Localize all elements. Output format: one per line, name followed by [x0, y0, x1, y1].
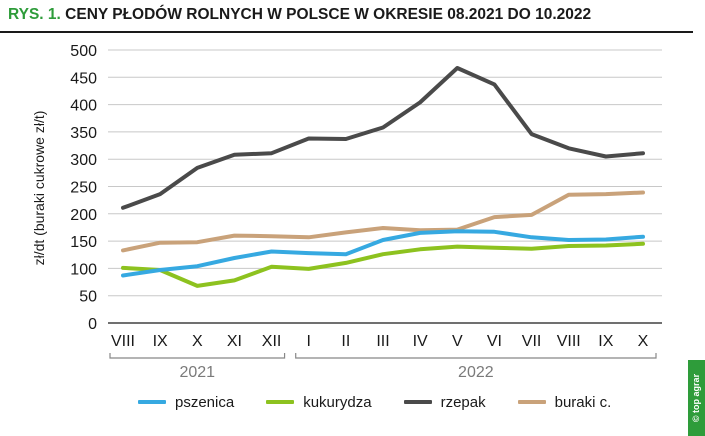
- chart-title: RYS. 1. CENY PŁODÓW ROLNYCH W POLSCE W O…: [8, 6, 591, 24]
- legend-item: rzepak: [403, 393, 486, 411]
- legend-swatch: [403, 400, 432, 404]
- legend-item: pszenica: [138, 394, 234, 411]
- y-tick-label: 100: [70, 261, 97, 278]
- top-agrar-logo: © top agrar: [688, 360, 705, 436]
- line-chart: 0 50 100 150 200 250 300 350 400 450 500 zł/dt (bu…: [31, 43, 662, 381]
- legend-item: buraki c.: [517, 393, 612, 411]
- x-tick-label: II: [341, 333, 350, 350]
- y-tick-label: 250: [70, 180, 97, 197]
- y-tick-label: 150: [70, 234, 97, 251]
- logo-text: © top agrar: [691, 373, 702, 423]
- y-tick-label: 450: [70, 70, 97, 87]
- legend-swatch: [138, 400, 166, 404]
- gridlines: [108, 49, 662, 324]
- x-tick-label: III: [376, 333, 389, 350]
- y-tick-label: 500: [70, 43, 97, 60]
- x-tick-label: I: [306, 333, 310, 350]
- x-tick-label: V: [452, 333, 463, 350]
- x-tick-label: IV: [413, 333, 428, 350]
- y-tick-label: 350: [70, 125, 97, 142]
- series-lines: [121, 66, 645, 288]
- legend-label: buraki c.: [554, 393, 612, 411]
- year-bracket: [109, 353, 286, 359]
- legend-item: kukurydza: [266, 393, 372, 411]
- figure-number: RYS. 1.: [8, 6, 61, 23]
- legend-label: rzepak: [440, 393, 486, 411]
- y-tick-label: 0: [88, 316, 97, 333]
- x-tick-label: VIII: [111, 333, 135, 350]
- y-tick-label: 400: [70, 98, 97, 115]
- series-line-rzepak: [121, 66, 645, 210]
- legend-swatch: [266, 400, 295, 404]
- title-rule: [0, 31, 693, 33]
- figure-title: CENY PŁODÓW ROLNYCH W POLSCE W OKRESIE 0…: [65, 6, 592, 23]
- y-axis-label: zł/dt (buraki cukrowe zł/t): [31, 111, 47, 266]
- series-line-burakic: [121, 190, 645, 253]
- y-tick-labels: 0 50 100 150 200 250 300 350 400 450 500: [70, 43, 97, 333]
- x-tick-label: IX: [598, 333, 613, 350]
- legend-label: pszenica: [175, 393, 235, 411]
- x-tick-label: VI: [487, 333, 502, 350]
- x-tick-label: X: [638, 333, 649, 350]
- y-tick-label: 300: [70, 152, 97, 169]
- x-tick-label: VIII: [557, 333, 581, 350]
- y-tick-label: 50: [79, 289, 97, 306]
- series-line-kukurydza: [121, 241, 645, 288]
- x-tick-label: XI: [227, 333, 242, 350]
- x-tick-label: IX: [153, 333, 168, 350]
- year-label: 2022: [458, 364, 494, 381]
- year-bracket: [295, 353, 657, 359]
- x-tick-label: X: [192, 333, 203, 350]
- legend: pszenica kukurydza rzepak buraki c.: [138, 392, 643, 412]
- x-tick-label: VII: [522, 333, 542, 350]
- x-tick-labels: VIII IX X XI XII I II III IV V VI VII VIII IX X: [111, 333, 649, 350]
- legend-label: kukurydza: [303, 393, 372, 411]
- y-tick-label: 200: [70, 207, 97, 224]
- series-line-pszenica: [121, 229, 645, 278]
- legend-swatch: [517, 400, 546, 404]
- x-tick-label: XII: [262, 333, 282, 350]
- year-groups: 2021 2022: [109, 353, 657, 381]
- year-label: 2021: [179, 364, 215, 381]
